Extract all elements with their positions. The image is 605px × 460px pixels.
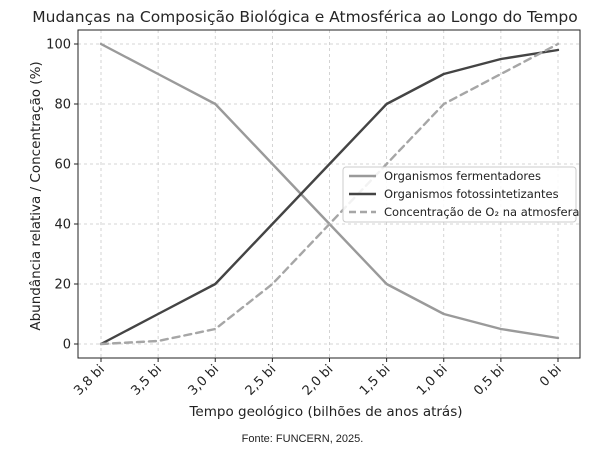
y-axis-label: Abundância relativa / Concentração (%) xyxy=(28,61,44,330)
x-axis-label: Tempo geológico (bilhões de anos atrás) xyxy=(188,404,462,420)
x-tick-label: 0,5 bi xyxy=(471,362,508,399)
x-tick-label: 1,5 bi xyxy=(357,362,394,399)
x-tick-label: 2,0 bi xyxy=(300,362,337,399)
chart-title: Mudanças na Composição Biológica e Atmos… xyxy=(32,8,578,26)
x-tick-label: 3,8 bi xyxy=(71,362,108,399)
legend-label: Organismos fotossintetizantes xyxy=(384,187,559,201)
legend-label: Concentração de O₂ na atmosfera xyxy=(384,205,579,219)
x-tick-label: 3,5 bi xyxy=(128,362,165,399)
y-tick-label: 60 xyxy=(54,158,71,173)
y-tick-label: 100 xyxy=(46,38,71,53)
x-tick-label: 1,0 bi xyxy=(414,362,451,399)
legend-box xyxy=(342,166,577,223)
legend-label: Organismos fermentadores xyxy=(384,169,541,183)
y-tick-label: 20 xyxy=(54,278,71,293)
series-group xyxy=(99,42,560,346)
legend: Organismos fermentadores Organismos fotos… xyxy=(342,166,579,223)
x-tick-label: 0 bi xyxy=(537,362,565,390)
y-tick-label: 80 xyxy=(54,98,71,113)
y-tick-label: 40 xyxy=(54,218,71,233)
x-tick-label: 2,5 bi xyxy=(243,362,280,399)
y-tick-label: 0 xyxy=(63,338,71,353)
axes xyxy=(74,29,581,362)
x-tick-label: 3,0 bi xyxy=(186,362,223,399)
source-caption: Fonte: FUNCERN, 2025. xyxy=(241,433,364,445)
